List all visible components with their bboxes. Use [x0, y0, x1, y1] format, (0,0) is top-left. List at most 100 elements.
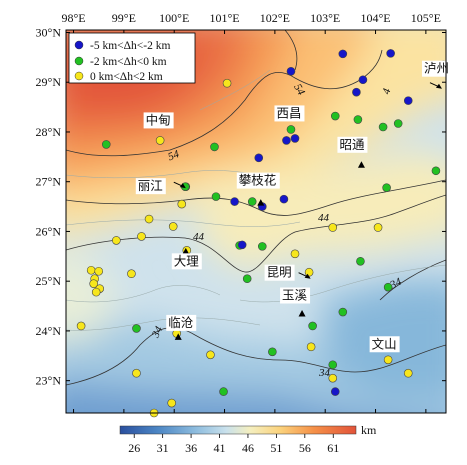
station-blue	[237, 240, 247, 250]
station-blue	[403, 96, 413, 105]
station-yellow	[373, 223, 383, 232]
colorbar-tick-label: 31	[157, 441, 169, 455]
station-yellow	[168, 222, 178, 231]
station-blue	[254, 153, 264, 163]
city-label-bg	[171, 253, 202, 270]
city-label-bg	[236, 172, 280, 189]
colorbar-tick-label: 51	[270, 441, 282, 455]
lon-tick-label: 100°E	[159, 11, 189, 25]
station-blue	[330, 387, 340, 396]
contour-lines	[66, 30, 446, 386]
city-label: 昭通	[339, 138, 365, 152]
lon-tick-label: 105°E	[411, 11, 441, 25]
station-blue	[290, 134, 300, 143]
city-label-bg	[280, 287, 311, 304]
station-green	[328, 360, 338, 370]
legend-marker-yellow	[74, 71, 84, 81]
lat-tick-label: 27°N	[36, 175, 62, 189]
lon-tick-label: 98°E	[61, 11, 85, 25]
city-label: 昆明	[267, 266, 292, 280]
lon-tick-label: 104°E	[360, 11, 390, 25]
city-marker-triangle	[174, 333, 182, 340]
colorbar-tick-label: 46	[242, 441, 254, 455]
colorbar-gradient	[119, 425, 357, 435]
station-yellow	[306, 342, 316, 352]
station-yellow	[290, 249, 300, 259]
station-green	[383, 282, 393, 292]
stations-layer	[76, 49, 448, 418]
city-label: 大理	[174, 254, 200, 268]
contour-label: 44	[193, 231, 205, 243]
city-label-bg	[135, 178, 166, 195]
station-blue	[338, 49, 348, 59]
station-blue	[279, 194, 289, 204]
city-label: 临沧	[168, 315, 194, 330]
station-yellow	[94, 266, 104, 276]
city-label: 中甸	[146, 112, 171, 127]
lat-tick-label: 25°N	[36, 274, 62, 288]
map-frame	[65, 29, 447, 414]
city-label-bg	[264, 264, 295, 281]
station-yellow	[91, 287, 101, 297]
city-pointer-arrow	[179, 183, 186, 189]
city-label-bg	[274, 105, 305, 122]
station-blue	[352, 87, 361, 97]
station-green	[211, 192, 221, 201]
lat-tick-label: 23°N	[36, 374, 62, 388]
city-pointer-arrow	[435, 83, 442, 89]
station-green	[378, 122, 388, 132]
city-marker-triangle	[182, 247, 190, 255]
contour-label: 54	[166, 148, 181, 163]
station-green	[132, 324, 141, 333]
contour-label: 44	[318, 212, 330, 224]
station-yellow	[328, 373, 338, 383]
depth-field	[66, 30, 446, 413]
lat-tick-label: 24°N	[36, 324, 62, 338]
city-marker-triangle	[298, 310, 306, 317]
station-green	[242, 274, 252, 284]
station-yellow	[155, 136, 165, 145]
lon-tick-label: 99°E	[112, 11, 136, 25]
station-yellow	[127, 269, 136, 279]
station-yellow	[167, 398, 176, 408]
station-blue	[386, 49, 395, 58]
station-green	[101, 140, 111, 149]
city-label-bg	[337, 136, 368, 153]
station-yellow	[304, 267, 314, 277]
station-yellow	[112, 236, 121, 245]
legend-label: 0 km<Δh<2 km	[90, 71, 163, 83]
station-yellow	[206, 350, 215, 360]
city-label-bg	[421, 60, 452, 77]
legend-marker-blue	[74, 40, 84, 50]
legend-label: -2 km<Δh<0 km	[90, 56, 167, 68]
station-blue	[282, 136, 291, 145]
city-label: 泸州	[424, 62, 449, 76]
station-green	[308, 321, 317, 331]
station-yellow	[222, 78, 232, 88]
lat-tick-label: 26°N	[36, 224, 62, 238]
station-green	[286, 125, 296, 134]
station-yellow	[86, 265, 96, 275]
station-green	[393, 119, 403, 128]
station-blue	[286, 66, 296, 76]
city-marker-triangle	[257, 199, 265, 206]
legend-marker-green	[74, 56, 84, 66]
station-green	[382, 183, 391, 192]
legend: -5 km<Δh<-2 km -2 km<Δh<0 km 0 km<Δh<2 k…	[68, 32, 196, 84]
city-label-bg	[166, 314, 197, 331]
station-green	[338, 307, 348, 317]
station-yellow	[76, 321, 86, 331]
contour-label: 34	[318, 367, 331, 379]
station-green	[257, 242, 267, 251]
legend-label: -5 km<Δh<-2 km	[90, 40, 170, 52]
city-label: 西昌	[276, 106, 301, 120]
city-label: 丽江	[138, 179, 163, 193]
lat-tick-label: 28°N	[36, 125, 62, 139]
colorbar-tick-label: 36	[185, 441, 197, 455]
station-green	[356, 256, 365, 266]
colorbar-tick-label: 41	[214, 441, 226, 455]
colorbar: 26 31 36 41 46 51 56 61 km	[119, 423, 377, 455]
lat-tick-label: 29°N	[36, 75, 62, 89]
